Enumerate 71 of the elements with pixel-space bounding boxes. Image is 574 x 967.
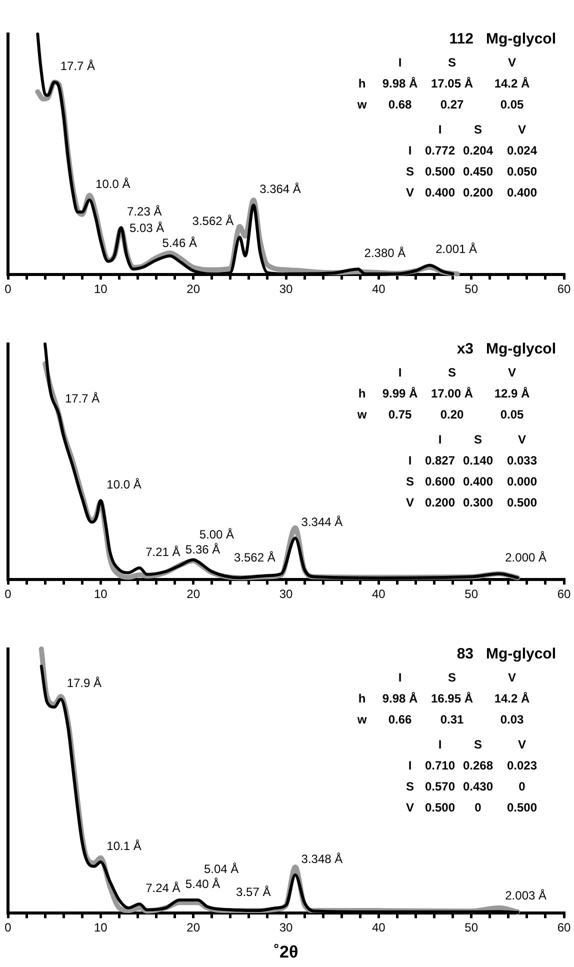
annotation: 5.04 Å (204, 862, 239, 876)
x-tick-label: 0 (4, 920, 12, 935)
annotation: S 0.600 0.400 0.000 (406, 474, 538, 488)
x-tick-label: 30 (279, 587, 293, 602)
x-tick-label: 10 (94, 282, 108, 296)
annotation: 17.9 Å (66, 676, 102, 690)
annotation: 5.40 Å (185, 876, 220, 891)
x-tick-label: 30 (279, 920, 293, 935)
x-tick-label: 20 (186, 920, 200, 935)
text: w 0.75 0.20 0.05 (357, 407, 524, 422)
text: w 0.66 0.31 0.03 (357, 712, 524, 726)
text: I S V (438, 737, 526, 752)
annotation: 3.348 Å (301, 852, 343, 866)
x-tick-label: 50 (464, 920, 478, 935)
text: I S V (438, 432, 526, 446)
annotation: 10.0 Å (96, 177, 130, 192)
annotation: 3.57 Å (236, 884, 271, 899)
x-tick-label: 10 (94, 587, 108, 602)
text: h 9.99 Å 17.00 Å 12.9 Å (358, 386, 530, 400)
annotation: 7.23 Å (127, 204, 162, 219)
annotation: 7.21 Å (146, 544, 180, 559)
text: h 9.98 Å 17.05 Å 14.2 Å (358, 76, 530, 90)
text: h 9.98 Å 16.95 Å 14.2 Å (358, 691, 530, 706)
annotation: 2.380 Å (364, 246, 406, 260)
annotation: 10.1 Å (106, 838, 142, 853)
annotation: 5.03 Å (129, 220, 164, 235)
annotation: 2.001 Å (436, 242, 478, 256)
x-tick-label: 40 (372, 920, 386, 935)
annotation: 17.7 Å (60, 59, 96, 74)
chart-title: 83 Mg-glycol (456, 646, 556, 663)
annotation: 10.0 Å (106, 477, 142, 492)
annotation: 3.364 Å (260, 182, 301, 196)
x-tick-label: 50 (464, 587, 478, 602)
x-tick-label: 20 (186, 282, 200, 296)
text: I S V (398, 55, 516, 70)
x-axis-title: ˚2θ (274, 942, 298, 962)
x-tick-label: 40 (372, 282, 386, 296)
annotation: 17.7 Å (64, 392, 100, 406)
annotation: 5.46 Å (162, 236, 197, 250)
annotation: 5.00 Å (199, 528, 234, 542)
x-tick-label: 0 (4, 282, 12, 296)
x-tick-label: 50 (464, 282, 478, 296)
annotation: 5.36 Å (185, 542, 220, 557)
x-tick-label: 60 (557, 920, 571, 935)
x-tick-label: 20 (186, 587, 200, 602)
x-tick-label: 0 (4, 587, 12, 602)
text: I S V (438, 122, 526, 136)
text: I S V (398, 365, 516, 380)
x-tick-label: 30 (279, 282, 293, 296)
annotation: S 0.500 0.450 0.050 (406, 164, 538, 178)
chart-title: 112 Mg-glycol (449, 30, 556, 48)
annotation: I 0.827 0.140 0.033 (408, 453, 538, 468)
annotation: V 0.400 0.200 0.400 (406, 185, 538, 200)
chart-title: x3 Mg-glycol (456, 340, 556, 358)
x-tick-label: 40 (372, 587, 386, 602)
x-tick-label: 10 (94, 920, 108, 935)
annotation: I 0.772 0.204 0.024 (408, 143, 538, 158)
annotation: V 0.200 0.300 0.500 (406, 495, 538, 510)
annotation: I 0.710 0.268 0.023 (408, 758, 538, 772)
annotation: 2.003 Å (505, 888, 547, 903)
annotation: 3.562 Å (234, 550, 276, 565)
annotation: 3.344 Å (301, 515, 343, 530)
text: V 0.500 0 0.500 (406, 800, 538, 814)
text: S 0.570 0.430 0 (406, 779, 526, 794)
annotation: 3.562 Å (192, 214, 234, 228)
x-tick-label: 60 (557, 587, 571, 602)
annotation: 2.000 Å (505, 550, 547, 565)
annotation: 7.24 Å (146, 880, 180, 895)
text: I S V (398, 670, 516, 684)
x-tick-label: 60 (557, 282, 571, 296)
text: w 0.68 0.27 0.05 (357, 97, 524, 112)
